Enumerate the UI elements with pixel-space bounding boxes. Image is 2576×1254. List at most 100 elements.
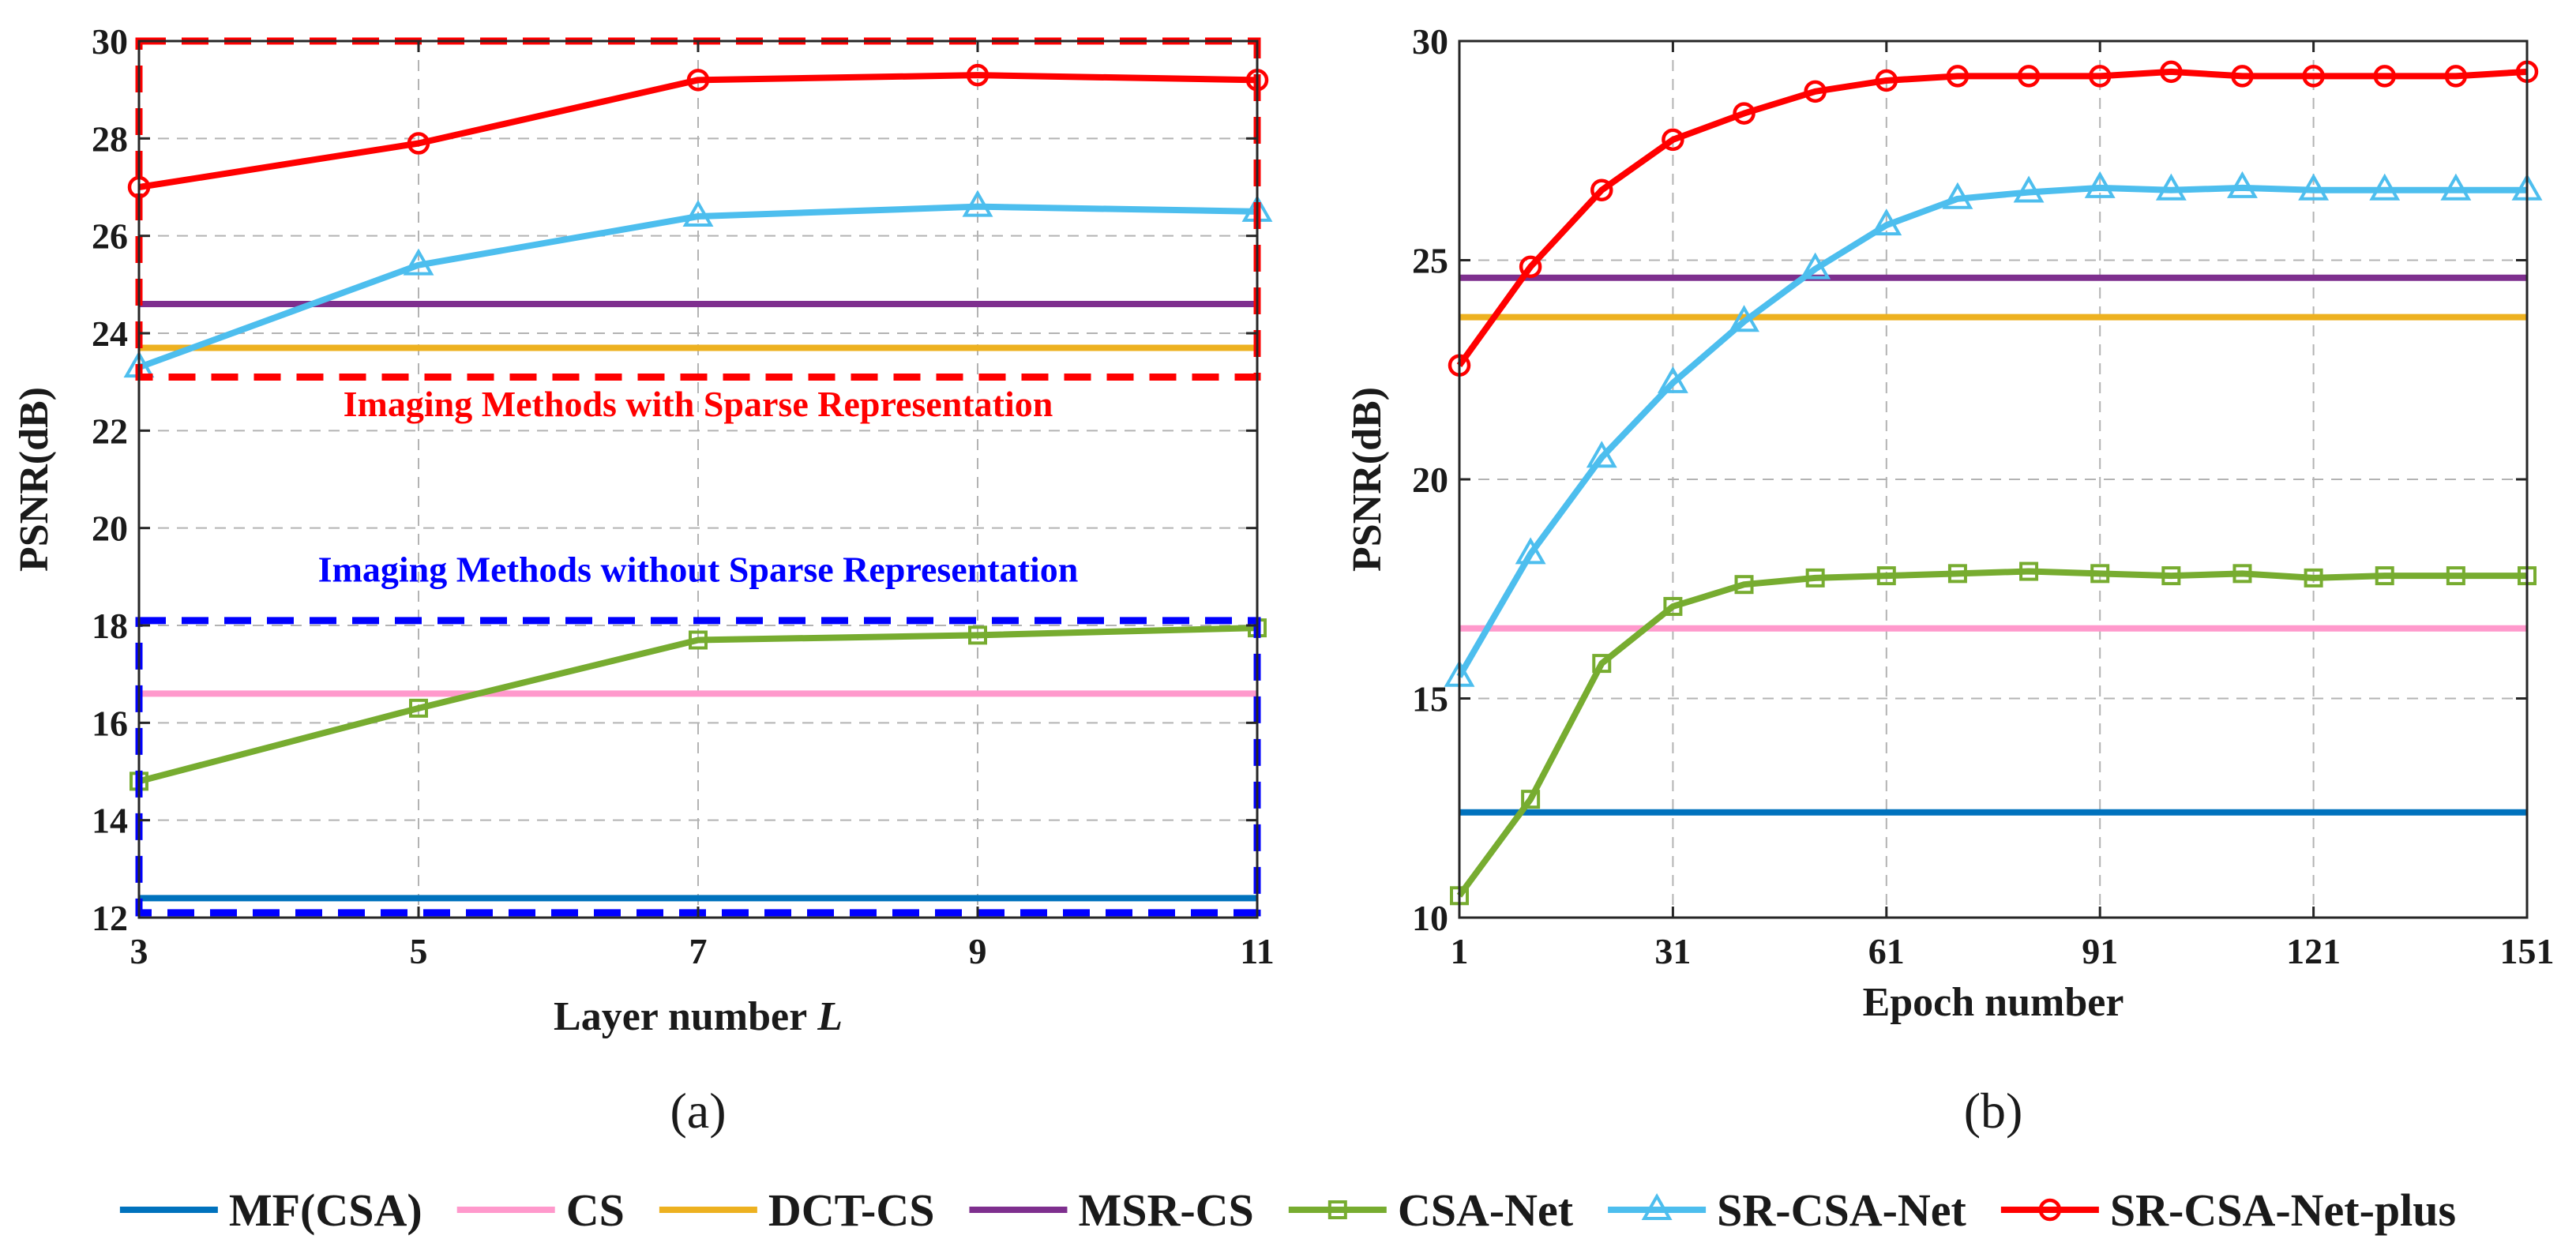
- data-point-sr: [1586, 441, 1617, 468]
- x-tick-label: 121: [2286, 931, 2341, 971]
- y-tick-label: 30: [92, 21, 128, 62]
- legend-item-cs: CS: [456, 1185, 625, 1236]
- series-line-csa: [1456, 568, 2527, 898]
- data-point-csa: [2232, 564, 2252, 584]
- legend-label-csa: CSA-Net: [1398, 1185, 1574, 1236]
- data-point-csa: [1805, 568, 1825, 588]
- legend-label-dct: DCT-CS: [768, 1185, 935, 1236]
- x-tick-label: 7: [689, 931, 708, 971]
- data-point-csa: [689, 630, 708, 650]
- data-point-sr: [2155, 173, 2187, 201]
- x-tick-label: 91: [2082, 931, 2118, 971]
- y-tick-label: 20: [92, 509, 128, 549]
- y-axis-label-a: PSNR(dB): [12, 387, 57, 572]
- data-point-srplus: [1662, 128, 1684, 152]
- data-point-csa: [1876, 566, 1896, 586]
- data-point-srplus: [2088, 65, 2112, 88]
- data-point-srplus: [2017, 65, 2041, 88]
- panel-b: 1 31 61 91 121 151 10 15 20 25 30 Epoch number PSNR(…: [1345, 21, 2555, 1139]
- data-point-srplus: [966, 63, 989, 87]
- data-point-sr: [682, 199, 714, 227]
- data-point-csa: [1663, 596, 1683, 616]
- x-tick-label: 151: [2500, 931, 2555, 971]
- y-tick-label: 22: [92, 411, 128, 451]
- data-point-sr: [1871, 208, 1902, 236]
- data-point-srplus: [407, 132, 430, 155]
- panel-sublabel-a: (a): [670, 1083, 726, 1139]
- data-point-sr: [1515, 537, 1546, 565]
- data-point-sr: [1800, 252, 1831, 280]
- series-line-srplus: [138, 72, 1258, 190]
- data-point-csa: [2161, 566, 2181, 586]
- data-point-sr: [962, 190, 993, 217]
- data-point-srplus: [2231, 65, 2254, 88]
- x-tick-label: 1: [1451, 931, 1469, 971]
- grid-a: [139, 41, 1257, 918]
- data-point-csa: [1734, 575, 1754, 595]
- x-tick-label: 61: [1868, 931, 1905, 971]
- data-point-srplus: [1946, 65, 1970, 88]
- data-point-sr: [2013, 175, 2045, 203]
- data-point-sr: [2298, 173, 2330, 201]
- legend-item-srplus: SR-CSA-Net-plus: [2000, 1185, 2456, 1236]
- y-axis-label-b: PSNR(dB): [1345, 387, 1390, 572]
- series-line-csa: [137, 625, 1258, 785]
- data-point-srplus: [1733, 102, 1756, 125]
- data-point-srplus: [686, 69, 710, 92]
- y-tick-label: 30: [1412, 21, 1448, 62]
- y-tick-label: 15: [1412, 679, 1448, 719]
- legend-marker-sr: [1641, 1192, 1673, 1220]
- data-point-sr: [2084, 171, 2116, 198]
- data-point-csa: [409, 698, 428, 718]
- data-point-csa: [1947, 564, 1967, 584]
- data-point-srplus: [1804, 80, 1827, 103]
- legend-label-srplus: SR-CSA-Net-plus: [2110, 1185, 2456, 1236]
- legend: MF(CSA) CS DCT-CS MSR-CS CSA-Net SR-CSA-Net SR…: [119, 1185, 2456, 1236]
- ticks-a: 3 5 7 9 11 12 14 16 18 20 22 24 26 28 30: [92, 21, 1275, 971]
- legend-marker-csa: [1327, 1200, 1347, 1219]
- series-line-sr: [1456, 184, 2527, 678]
- data-point-csa: [968, 625, 987, 645]
- legend-item-msr: MSR-CS: [969, 1185, 1254, 1236]
- data-point-sr: [403, 248, 434, 276]
- data-point-sr: [2369, 173, 2401, 201]
- legend-marker-srplus: [2038, 1198, 2062, 1222]
- x-tick-label: 3: [130, 931, 148, 971]
- data-point-csa: [2304, 568, 2323, 588]
- x-tick-label: 9: [969, 931, 987, 971]
- legend-item-sr: SR-CSA-Net: [1608, 1185, 1967, 1236]
- y-tick-label: 28: [92, 118, 128, 159]
- data-point-sr: [1729, 305, 1759, 332]
- grid-b: [1459, 41, 2527, 918]
- legend-label-msr: MSR-CS: [1078, 1185, 1253, 1236]
- series-group-a: [123, 63, 1273, 902]
- x-tick-label: 5: [410, 931, 428, 971]
- data-point-csa: [1592, 654, 1612, 674]
- data-point-srplus: [1590, 178, 1613, 201]
- ticks-b: 1 31 61 91 121 151 10 15 20 25 30: [1412, 21, 2555, 971]
- panel-sublabel-b: (b): [1964, 1083, 2023, 1139]
- annotation-text-1: Imaging Methods without Sparse Represent…: [318, 550, 1079, 590]
- data-point-srplus: [1519, 255, 1542, 279]
- data-point-srplus: [1875, 69, 1898, 92]
- panel-a: Imaging Methods with Sparse Representati…: [12, 21, 1275, 1139]
- series-line-sr: [137, 203, 1258, 370]
- data-point-srplus: [2160, 60, 2183, 84]
- y-tick-label: 10: [1412, 898, 1448, 938]
- y-tick-label: 20: [1412, 460, 1448, 500]
- data-point-srplus: [2373, 65, 2396, 88]
- data-point-csa: [2019, 561, 2039, 581]
- y-tick-label: 25: [1412, 241, 1448, 281]
- y-tick-label: 18: [92, 606, 128, 646]
- legend-label-mf: MF(CSA): [229, 1185, 422, 1236]
- y-tick-label: 26: [92, 216, 128, 257]
- legend-item-dct: DCT-CS: [659, 1185, 935, 1236]
- data-point-srplus: [2444, 65, 2468, 88]
- data-point-csa: [1521, 790, 1541, 809]
- data-point-csa: [2446, 566, 2465, 586]
- legend-label-cs: CS: [566, 1185, 625, 1236]
- legend-item-csa: CSA-Net: [1288, 1185, 1574, 1236]
- data-point-sr: [2227, 171, 2258, 198]
- series-group-b: [1444, 60, 2543, 906]
